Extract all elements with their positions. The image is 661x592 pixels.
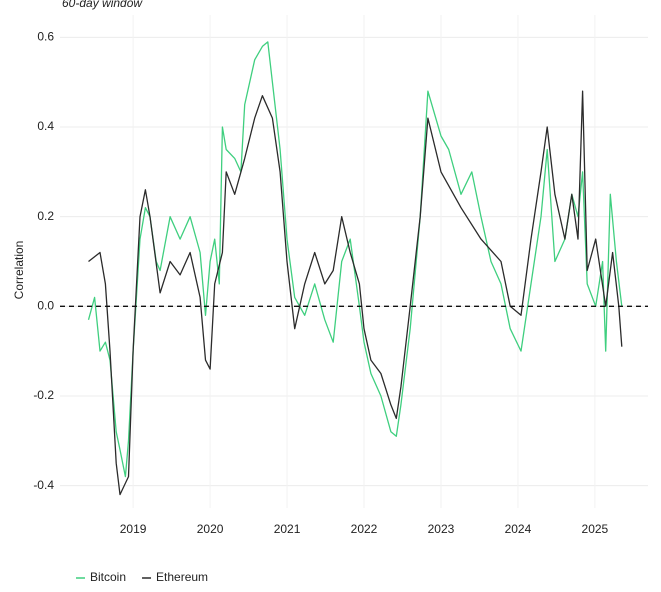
series-line	[88, 90, 623, 496]
x-tick-label: 2022	[351, 522, 378, 536]
y-tick-label: 0.4	[37, 119, 54, 133]
x-tick-label: 2024	[505, 522, 532, 536]
legend-label: Bitcoin	[90, 570, 126, 584]
legend-label: Ethereum	[156, 570, 208, 584]
y-tick-label: -0.2	[33, 388, 54, 402]
x-tick-label: 2020	[197, 522, 224, 536]
x-tick-label: 2019	[120, 522, 147, 536]
y-tick-label: 0.6	[37, 30, 54, 44]
x-tick-label: 2023	[428, 522, 455, 536]
series-line	[87, 41, 623, 478]
y-axis-label: Correlation	[12, 241, 26, 300]
x-tick-label: 2021	[274, 522, 301, 536]
y-tick-label: 0.0	[37, 298, 54, 312]
y-tick-label: -0.4	[33, 478, 54, 492]
y-tick-label: 0.2	[37, 209, 54, 223]
chart-subtitle: 60-day window	[62, 0, 143, 10]
x-tick-label: 2025	[582, 522, 609, 536]
